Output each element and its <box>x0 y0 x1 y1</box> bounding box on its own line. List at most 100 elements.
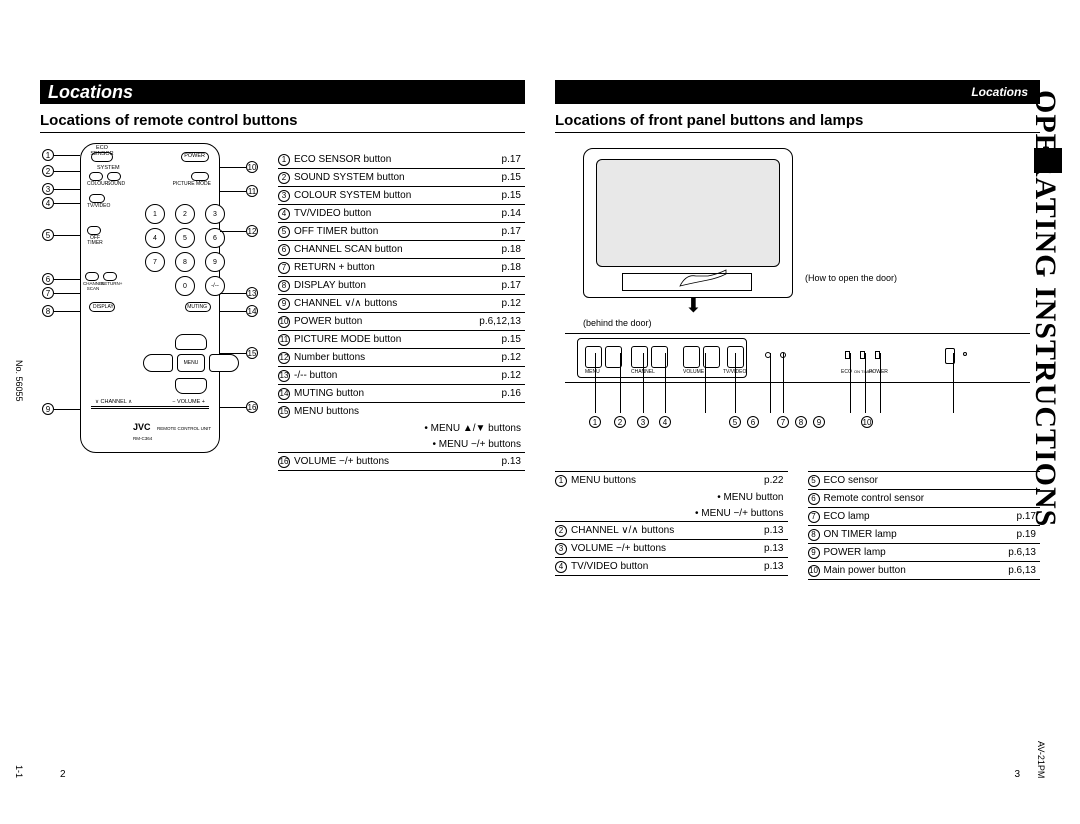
model-code: AV-21PM <box>1036 741 1046 778</box>
list-label: POWER button <box>294 313 470 331</box>
list-label: CHANNEL ∨/∧ buttons <box>571 522 733 540</box>
vol-row-label: − VOLUME + <box>172 400 205 406</box>
list-page: p.13 <box>733 540 788 558</box>
remote-body: ECO SENSOR POWER SYSTEM COLOUR SOUND PIC… <box>80 143 220 453</box>
pl-menu: MENU <box>585 369 600 375</box>
tv-figure: (How to open the door) ⬇ (behind the doo… <box>555 143 1040 443</box>
display-label: DISPLAY <box>93 305 114 310</box>
list-num: 1 <box>555 475 567 487</box>
front-panel: MENU CHANNEL VOLUME TV/VIDEO ECO ON TIME… <box>565 333 1030 383</box>
list-page: p.6,13 <box>985 544 1040 562</box>
list-label: VOLUME −/+ buttons <box>571 540 733 558</box>
list-label: Main power button <box>824 562 986 580</box>
list-page: p.17 <box>470 277 525 295</box>
list-row: 9CHANNEL ∨/∧ buttonsp.12 <box>278 295 525 313</box>
list-label: ECO lamp <box>824 508 986 526</box>
callout-13: 13 <box>220 287 258 299</box>
dpad: MENU <box>143 334 239 394</box>
main-power-led <box>963 352 967 356</box>
list-num: 2 <box>555 525 567 537</box>
callout-14: 14 <box>220 305 258 317</box>
list-label: TV/VIDEO button <box>571 558 733 576</box>
callout-4: 4 <box>42 197 80 209</box>
off-label: OFF TIMER <box>85 236 105 246</box>
list-num: 5 <box>808 475 820 487</box>
list-row: 2 CHANNEL ∨/∧ buttonsp.13 <box>555 522 788 540</box>
list-row: 13-/-- buttonp.12 <box>278 367 525 385</box>
list-page: p.18 <box>470 259 525 277</box>
spread: No. 56055 1-1 Locations Locations of rem… <box>40 80 1040 784</box>
list-label: SOUND SYSTEM button <box>294 169 470 187</box>
list-label: CHANNEL SCAN button <box>294 241 470 259</box>
list-row: 10POWER buttonp.6,12,13 <box>278 313 525 331</box>
list-row: 3COLOUR SYSTEM buttonp.15 <box>278 187 525 205</box>
left-title: Locations <box>48 82 133 103</box>
pc-5: 5 <box>729 416 741 428</box>
callout-10: 10 <box>220 161 258 173</box>
channel-scan-button <box>85 272 99 281</box>
callout-1: 1 <box>42 149 80 161</box>
pc-6: 6 <box>747 416 759 428</box>
num-7: 7 <box>145 252 165 272</box>
eco-label: ECO SENSOR <box>89 146 115 157</box>
list-row: 8ON TIMER lampp.19 <box>808 526 1041 544</box>
list-sub: MENU −/+ buttons <box>294 436 525 452</box>
list-page: p.15 <box>470 331 525 349</box>
menu-minus <box>143 354 173 372</box>
list-num: 6 <box>808 493 820 505</box>
left-heading: Locations of remote control buttons <box>40 112 525 133</box>
callout-9: 9 <box>42 403 80 415</box>
callout-6: 6 <box>42 273 80 285</box>
num-9: 9 <box>205 252 225 272</box>
right-heading: Locations of front panel buttons and lam… <box>555 112 1040 133</box>
list-num: 7 <box>278 262 290 274</box>
tv-screen <box>596 159 780 267</box>
list-num: 1 <box>278 154 290 166</box>
callout-12: 12 <box>220 225 258 237</box>
list-label: Remote control sensor <box>824 490 986 508</box>
list-page: p.15 <box>470 169 525 187</box>
list-num: 11 <box>278 334 290 346</box>
list-page: p.13 <box>733 522 788 540</box>
list-label: TV/VIDEO button <box>294 205 470 223</box>
callout-3: 3 <box>42 183 80 195</box>
num-3: 3 <box>205 204 225 224</box>
list-page <box>985 490 1040 508</box>
callout-7: 7 <box>42 287 80 299</box>
bottom-rule <box>91 406 209 407</box>
callout-8: 8 <box>42 305 80 317</box>
menu-center: MENU <box>177 354 205 372</box>
list-page: p.12 <box>470 349 525 367</box>
sound-label: SOUND <box>107 182 125 187</box>
panel-vol-minus <box>683 346 700 368</box>
off-timer-button <box>87 226 101 235</box>
pc-4: 4 <box>659 416 671 428</box>
list-label: MENU buttons <box>294 403 470 421</box>
list-sub: MENU ▲/▼ buttons <box>294 420 525 436</box>
list-num: 7 <box>808 511 820 523</box>
num-5: 5 <box>175 228 195 248</box>
list-label: POWER lamp <box>824 544 986 562</box>
list-num: 3 <box>555 543 567 555</box>
ch-row-label: ∨ CHANNEL ∧ <box>95 400 132 406</box>
list-row: 9POWER lampp.6,13 <box>808 544 1041 562</box>
right-page-num: 3 <box>1014 769 1020 780</box>
sound-button <box>107 172 121 181</box>
pc-2: 2 <box>614 416 626 428</box>
list-row: 4TV/VIDEO buttonp.13 <box>555 558 788 576</box>
return-label: RETURN+ <box>101 282 122 287</box>
list-row: 4TV/VIDEO buttonp.14 <box>278 205 525 223</box>
behind-label: (behind the door) <box>583 318 652 328</box>
list-row: 15MENU buttons <box>278 403 525 421</box>
list-num: 9 <box>278 298 290 310</box>
pc-7: 7 <box>777 416 789 428</box>
remote-button-list: 1ECO SENSOR buttonp.172SOUND SYSTEM butt… <box>278 151 525 471</box>
list-label: Number buttons <box>294 349 470 367</box>
side-number: No. 56055 <box>14 360 24 402</box>
list-label: ECO sensor <box>824 472 986 490</box>
list-page <box>470 403 525 421</box>
list-label: PICTURE MODE button <box>294 331 470 349</box>
tv-body <box>583 148 793 298</box>
list-num: 6 <box>278 244 290 256</box>
left-page-num: 2 <box>60 769 66 780</box>
